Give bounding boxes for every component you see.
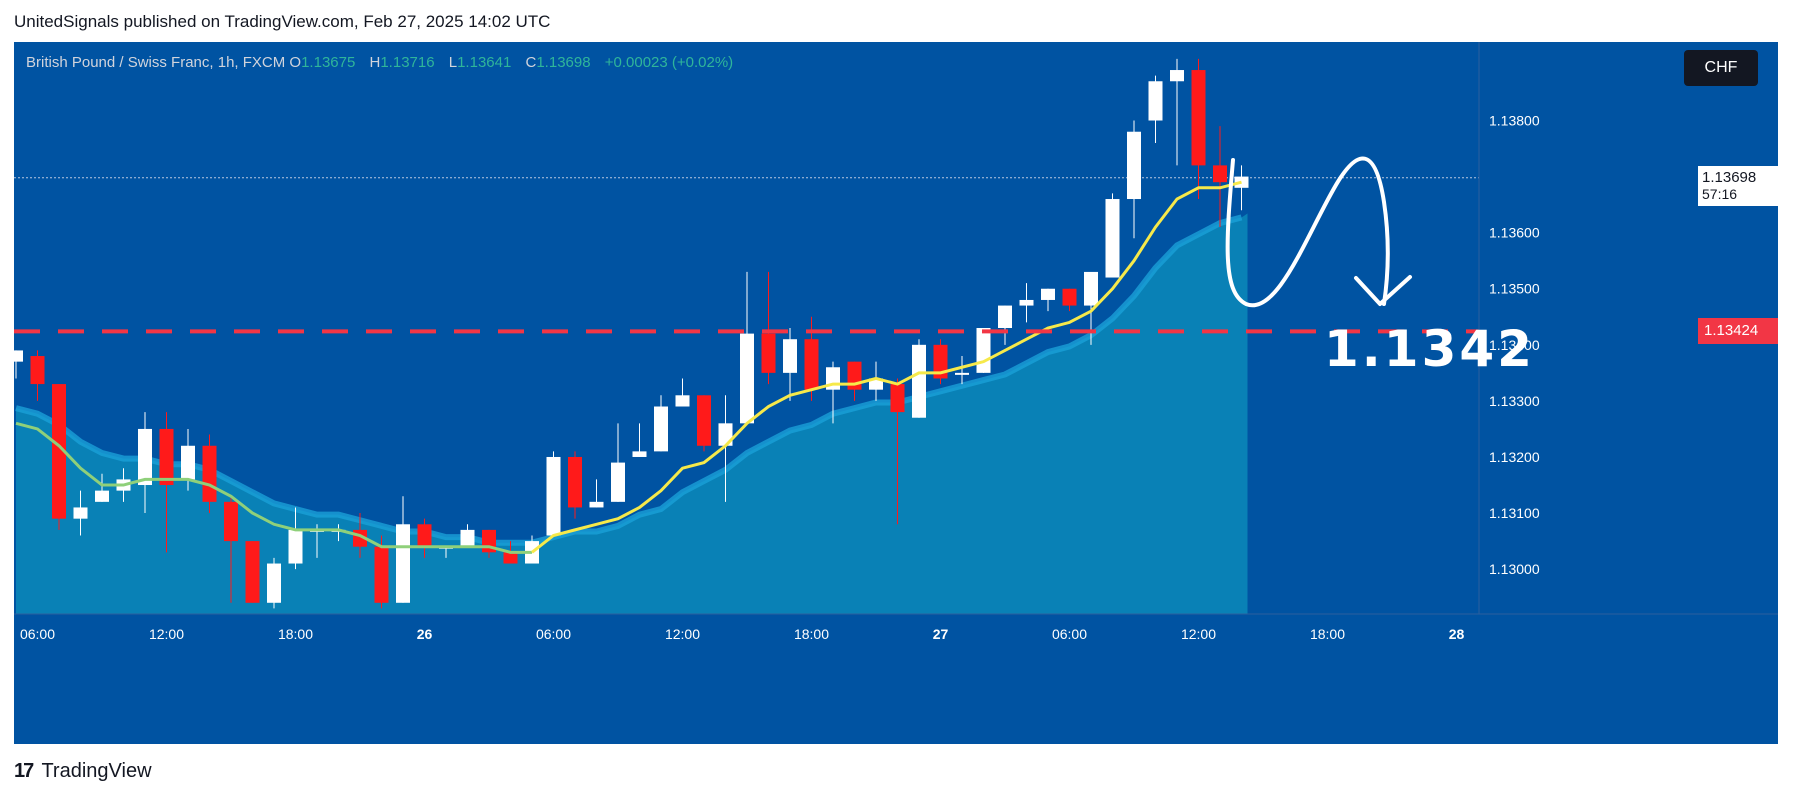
close-key: C: [525, 54, 537, 71]
last-price-tag: 1.13698 57:16: [1698, 165, 1778, 206]
projection-arrow-head: [1354, 275, 1412, 306]
price-tick-label: 1.13800: [1489, 113, 1540, 129]
candle-body: [675, 395, 690, 407]
bar-countdown: 57:16: [1702, 185, 1738, 202]
time-tick-label: 18:00: [278, 626, 313, 642]
candle-body: [1019, 299, 1034, 306]
candle-body: [396, 524, 410, 603]
candle-body: [869, 378, 883, 390]
time-tick-label: 06:00: [20, 626, 55, 642]
projection-curve: [1225, 156, 1390, 308]
time-tick-label: 28: [1449, 626, 1465, 642]
time-tick-label: 12:00: [149, 626, 184, 642]
candle-body: [503, 552, 518, 564]
candle-body: [95, 490, 109, 502]
target-level-label: 1.1342: [1324, 320, 1535, 378]
candle-body: [460, 529, 475, 547]
price-tick-label: 1.13400: [1489, 337, 1540, 353]
high-value: 1.13716: [380, 54, 435, 71]
candle-body: [1105, 199, 1120, 278]
candle-body: [181, 445, 195, 480]
tradingview-footer[interactable]: 17 TradingView: [14, 760, 152, 783]
time-tick-label: 12:00: [665, 626, 700, 642]
currency-badge[interactable]: CHF: [1684, 50, 1758, 86]
ema-fast-line: [531, 180, 1242, 554]
ema-slow-line: [15, 214, 1243, 546]
candle-body: [976, 328, 991, 373]
candle-body: [568, 456, 582, 508]
tradingview-brand: TradingView: [41, 760, 152, 782]
price-tick-label: 1.13300: [1489, 393, 1540, 409]
candle-body: [1148, 81, 1163, 121]
time-tick-label: 06:00: [1052, 626, 1087, 642]
open-key: O: [289, 54, 302, 71]
candle-body: [546, 456, 561, 536]
candlestick-chart[interactable]: 1.13000 1.13100 1.13200 1.13300 1.13400 1.135…: [14, 42, 1778, 744]
close-value: 1.13698: [536, 54, 591, 71]
candle-body: [1170, 70, 1184, 82]
candle-body: [14, 350, 23, 362]
candle-body: [1062, 288, 1077, 306]
price-tick-label: 1.13000: [1489, 561, 1540, 577]
candle-body: [224, 501, 238, 542]
candle-body: [740, 333, 754, 424]
candle-body: [998, 305, 1012, 328]
candle-body: [912, 344, 926, 418]
candle-body: [632, 451, 647, 457]
candle-body: [1084, 271, 1098, 306]
time-tick-label: 12:00: [1181, 626, 1216, 642]
candle-body: [1041, 288, 1055, 300]
time-tick-label: 26: [417, 626, 433, 642]
candle-body: [1191, 70, 1206, 166]
change-value: +0.00023 (+0.02%): [604, 54, 734, 71]
high-key: H: [369, 54, 381, 71]
symbol-name: British Pound / Swiss Franc, 1h, FXCM: [26, 54, 286, 71]
candle-body: [202, 445, 217, 502]
candle-body: [1213, 165, 1227, 183]
candle-body: [245, 541, 260, 603]
candle-body: [804, 339, 819, 390]
price-tick-label: 1.13200: [1489, 449, 1540, 465]
time-tick-label: 18:00: [794, 626, 829, 642]
candle-body: [783, 339, 797, 373]
candle-body: [933, 344, 948, 379]
candle-body: [30, 356, 45, 385]
open-value: 1.13675: [301, 54, 356, 71]
level-price-tag: 1.13424: [1698, 318, 1778, 345]
candle-body: [1127, 131, 1141, 200]
low-value: 1.13641: [457, 54, 512, 71]
candle-body: [654, 406, 668, 452]
last-price-value: 1.13698: [1702, 168, 1757, 186]
candle-body: [955, 372, 969, 375]
candle-body: [611, 462, 625, 502]
time-tick-label: 06:00: [536, 626, 571, 642]
candle-body: [138, 428, 152, 486]
chart-panel[interactable]: 1.13000 1.13100 1.13200 1.13300 1.13400 1.135…: [14, 42, 1778, 744]
candle-body: [52, 384, 66, 519]
candle-body: [159, 428, 174, 486]
time-tick-label: 27: [933, 626, 949, 642]
candle-body: [374, 546, 389, 603]
tradingview-logo-icon: 17: [14, 760, 34, 782]
price-tick-label: 1.13500: [1489, 281, 1540, 297]
low-key: L: [448, 54, 458, 71]
candle-body: [267, 563, 281, 603]
candle-body: [417, 524, 432, 547]
price-tick-label: 1.13600: [1489, 225, 1540, 241]
price-tick-label: 1.13100: [1489, 505, 1540, 521]
candle-body: [890, 384, 905, 413]
symbol-legend: British Pound / Swiss Franc, 1h, FXCM O1…: [26, 54, 743, 71]
candle-body: [697, 395, 711, 446]
candle-body: [73, 507, 88, 519]
candle-body: [761, 333, 776, 373]
ema-band-area: [16, 213, 1248, 614]
candle-body: [288, 529, 303, 564]
publisher-header: UnitedSignals published on TradingView.c…: [14, 12, 551, 31]
time-tick-label: 18:00: [1310, 626, 1345, 642]
candle-body: [589, 501, 604, 508]
ema-fast-line-early: [15, 421, 532, 554]
